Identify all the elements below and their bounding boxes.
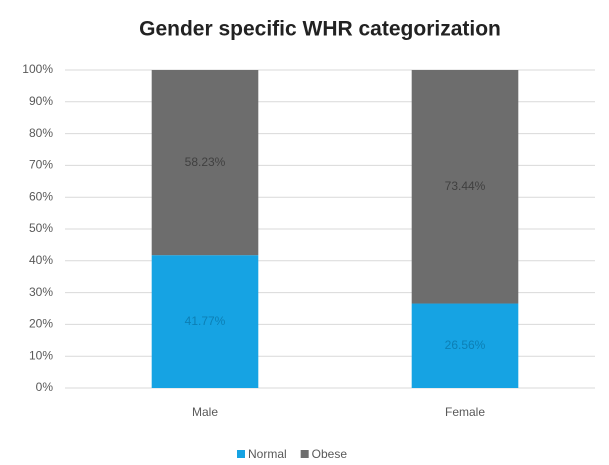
data-label: 73.44% [445,179,486,193]
bar-segment [411,70,519,304]
x-tick-label: Female [445,405,485,419]
data-label: 41.77% [185,314,226,328]
y-tick-label: 50% [29,221,53,235]
y-tick-label: 70% [29,158,53,172]
y-tick-label: 90% [29,94,53,108]
x-tick-label: Male [192,405,218,419]
data-label: 26.56% [445,338,486,352]
y-tick-label: 80% [29,126,53,140]
legend-label: Obese [312,447,348,461]
y-tick-label: 0% [36,380,54,394]
legend-swatch [237,450,245,458]
y-tick-label: 40% [29,253,53,267]
bar-segment [151,255,259,388]
y-tick-label: 100% [22,62,53,76]
legend-label: Normal [248,447,287,461]
y-tick-label: 60% [29,189,53,203]
legend-swatch [300,450,309,458]
y-tick-label: 30% [29,285,53,299]
y-tick-label: 20% [29,317,53,331]
bar-segment [411,303,519,388]
data-label: 58.23% [185,155,226,169]
chart-title: Gender specific WHR categorization [139,18,501,41]
bar-segment [151,70,259,256]
y-tick-label: 10% [29,348,53,362]
